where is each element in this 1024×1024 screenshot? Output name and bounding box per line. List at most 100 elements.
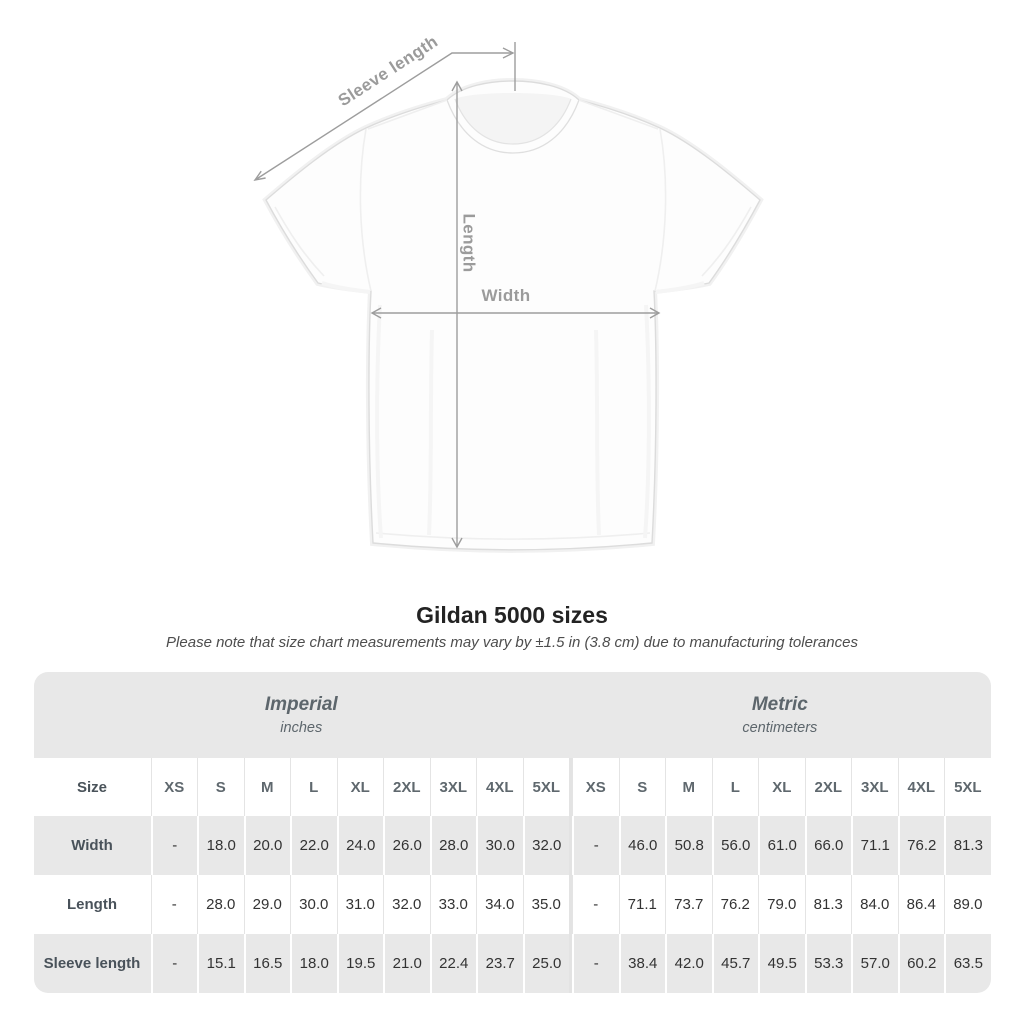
table-cell: 26.0 [383, 816, 430, 875]
table-cell: 22.0 [290, 816, 337, 875]
table-cell: 49.5 [758, 934, 805, 993]
group-separator [569, 934, 573, 993]
table-cell: 71.1 [851, 816, 898, 875]
table-cell: 66.0 [804, 816, 852, 875]
table-cell: - [572, 816, 619, 875]
column-header-l: L [711, 758, 759, 816]
column-header-xs: XS [572, 758, 619, 816]
table-cell: 25.0 [522, 934, 570, 993]
imperial-group-unit: inches [280, 720, 323, 736]
table-cell: 89.0 [944, 875, 991, 934]
table-cell: 18.0 [290, 934, 337, 993]
width-label: Width [481, 286, 530, 305]
caption-block: Gildan 5000 sizes Please note that size … [0, 592, 1024, 652]
table-cell: 16.5 [243, 934, 290, 993]
column-header-2xl: 2XL [383, 758, 430, 816]
table-cell: - [572, 934, 619, 993]
group-separator [569, 875, 573, 934]
table-cell: - [150, 816, 197, 875]
table-cell: 81.3 [944, 816, 991, 875]
table-cell: 73.7 [665, 875, 712, 934]
size-table-grid: Imperial inches Metric centimeters Size … [33, 672, 991, 993]
column-header-5xl: 5XL [944, 758, 991, 816]
dimension-arrows [253, 42, 661, 549]
length-arrow [451, 80, 463, 549]
table-cell: 34.0 [476, 875, 523, 934]
table-header-row: Size XS S M L XL 2XL 3XL 4XL 5XL XS S M L XL 2XL 3XL 4XL… [33, 758, 991, 816]
column-header-3xl: 3XL [429, 758, 476, 816]
column-header-3xl: 3XL [851, 758, 898, 816]
tshirt-neck-opening [455, 93, 571, 144]
table-cell: 28.0 [197, 875, 244, 934]
table-cell: 81.3 [804, 875, 852, 934]
table-cell: 42.0 [665, 934, 712, 993]
table-cell: 61.0 [758, 816, 805, 875]
size-table: Imperial inches Metric centimeters Size … [33, 672, 991, 993]
table-cell: 35.0 [522, 875, 570, 934]
table-cell: 29.0 [243, 875, 290, 934]
table-cell: - [150, 875, 197, 934]
table-cell: 57.0 [851, 934, 898, 993]
table-cell: 53.3 [804, 934, 852, 993]
table-cell: 45.7 [711, 934, 759, 993]
table-cell: 30.0 [290, 875, 337, 934]
column-header-4xl: 4XL [897, 758, 945, 816]
table-cell: 32.0 [383, 875, 430, 934]
metric-group-unit: centimeters [742, 720, 818, 736]
column-header-xl: XL [758, 758, 805, 816]
table-cell: 20.0 [243, 816, 290, 875]
metric-group-label: Metric [751, 694, 808, 715]
table-cell: 28.0 [429, 816, 476, 875]
table-row: Sleeve length -15.1 16.5 18.0 19.5 21.0 22.4 23… [33, 934, 991, 993]
table-cell: 63.5 [944, 934, 991, 993]
table-cell: - [150, 934, 197, 993]
tshirt-graphic: Sleeve length Length Width [253, 32, 764, 553]
group-separator [569, 816, 573, 875]
tshirt-collar-outer-seam [446, 99, 580, 154]
table-cell: 18.0 [197, 816, 244, 875]
row-label: Length [33, 875, 151, 934]
tshirt-diagram: Sleeve length Length Width [253, 32, 764, 553]
table-cell: 21.0 [383, 934, 430, 993]
table-cell: 50.8 [665, 816, 712, 875]
tshirt-seams [274, 99, 752, 540]
column-header-2xl: 2XL [804, 758, 852, 816]
table-cell: 33.0 [429, 875, 476, 934]
column-header-xl: XL [336, 758, 383, 816]
imperial-band: Imperial inches [33, 672, 570, 758]
table-cell: 31.0 [336, 875, 383, 934]
column-header-5xl: 5XL [522, 758, 570, 816]
table-cell: 24.0 [336, 816, 383, 875]
metric-band: Metric centimeters [569, 672, 991, 758]
tshirt-body [265, 80, 761, 551]
tshirt-collar-inner-seam [454, 98, 572, 145]
table-cell: 30.0 [476, 816, 523, 875]
table-row: Width -18.0 20.0 22.0 24.0 26.0 28.0 30.0 32.0-4… [33, 816, 991, 875]
tshirt-shading [321, 281, 705, 539]
unit-band-row: Imperial inches Metric centimeters [33, 672, 991, 758]
table-cell: 19.5 [336, 934, 383, 993]
column-header-s: S [197, 758, 244, 816]
table-cell: 71.1 [618, 875, 666, 934]
table-cell: 15.1 [197, 934, 244, 993]
table-cell: 60.2 [897, 934, 945, 993]
width-arrow [370, 307, 661, 319]
column-header-4xl: 4XL [476, 758, 523, 816]
table-cell: - [572, 875, 619, 934]
table-cell: 86.4 [897, 875, 945, 934]
column-header-s: S [618, 758, 666, 816]
table-cell: 79.0 [758, 875, 805, 934]
length-label: Length [460, 213, 479, 272]
table-cell: 38.4 [618, 934, 666, 993]
size-column-header: Size [33, 758, 151, 816]
tolerance-note: Please note that size chart measurements… [166, 634, 858, 651]
table-cell: 32.0 [522, 816, 570, 875]
table-cell: 22.4 [429, 934, 476, 993]
table-cell: 56.0 [711, 816, 759, 875]
table-cell: 76.2 [711, 875, 759, 934]
page-title: Gildan 5000 sizes [416, 602, 608, 628]
table-cell: 76.2 [897, 816, 945, 875]
imperial-group-label: Imperial [264, 694, 338, 715]
column-header-l: L [290, 758, 337, 816]
table-cell: 84.0 [851, 875, 898, 934]
